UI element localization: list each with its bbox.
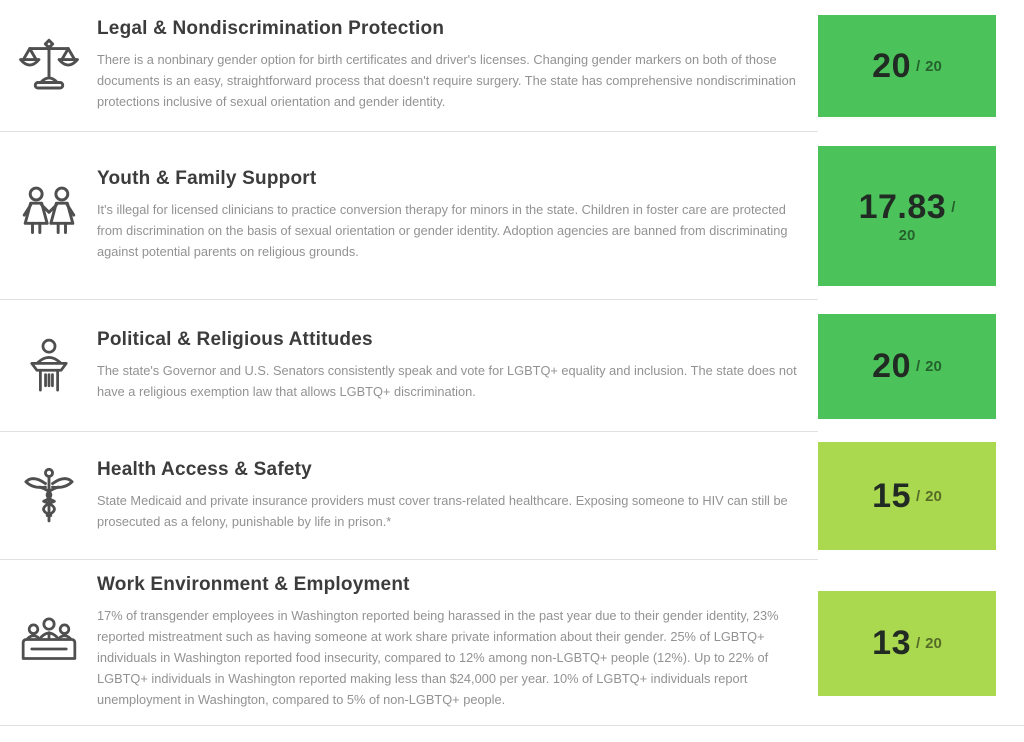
category-row-political-religious: Political & Religious Attitudes The stat…	[0, 300, 1024, 432]
category-row-health: Health Access & Safety State Medicaid an…	[0, 432, 1024, 560]
score-slash: /	[951, 199, 956, 216]
score-value: 15	[872, 476, 911, 515]
meeting-panel-icon	[0, 612, 97, 674]
category-description: There is a nonbinary gender option for b…	[97, 52, 796, 109]
score-max: 20	[925, 357, 942, 375]
score-badge: 13 / 20	[818, 590, 996, 696]
category-title: Youth & Family Support	[97, 168, 317, 189]
category-title: Political & Religious Attitudes	[97, 328, 373, 350]
scales-of-justice-icon	[0, 33, 97, 99]
score-max: 20	[925, 487, 942, 505]
category-title: Legal & Nondiscrimination Protection	[97, 18, 445, 39]
score-badge: 20 / 20	[818, 15, 996, 117]
score-badge: 17.83 / 20	[818, 146, 996, 286]
category-row-work: Work Environment & Employment 17% of tra…	[0, 560, 1024, 726]
category-row-legal: Legal & Nondiscrimination Protection The…	[0, 0, 1024, 132]
score-value: 20	[872, 346, 911, 385]
score-slash: /	[915, 634, 921, 652]
score-value: 13	[872, 623, 911, 662]
score-value: 17.83	[858, 188, 947, 226]
score-slash: /	[915, 357, 921, 375]
caduceus-icon	[0, 464, 97, 528]
score-max: 20	[925, 57, 942, 75]
score-slash: /	[915, 57, 921, 75]
score-slash: /	[915, 487, 921, 505]
score-badge: 20 / 20	[818, 313, 996, 419]
score-max: 20	[925, 634, 942, 652]
category-description: It's illegal for licensed clinicians to …	[97, 202, 788, 259]
category-description: State Medicaid and private insurance pro…	[97, 492, 788, 529]
category-description: The state's Governor and U.S. Senators c…	[97, 362, 797, 399]
category-description: 17% of transgender employees in Washingt…	[97, 608, 779, 707]
two-women-couple-icon	[0, 183, 97, 249]
score-badge: 15 / 20	[818, 442, 996, 550]
category-title: Work Environment & Employment	[97, 574, 410, 595]
score-value: 20	[872, 46, 911, 85]
speaker-podium-icon	[0, 333, 97, 399]
category-title: Health Access & Safety	[97, 458, 312, 480]
category-row-youth-family: Youth & Family Support It's illegal for …	[0, 132, 1024, 300]
score-max: 20	[898, 227, 916, 244]
